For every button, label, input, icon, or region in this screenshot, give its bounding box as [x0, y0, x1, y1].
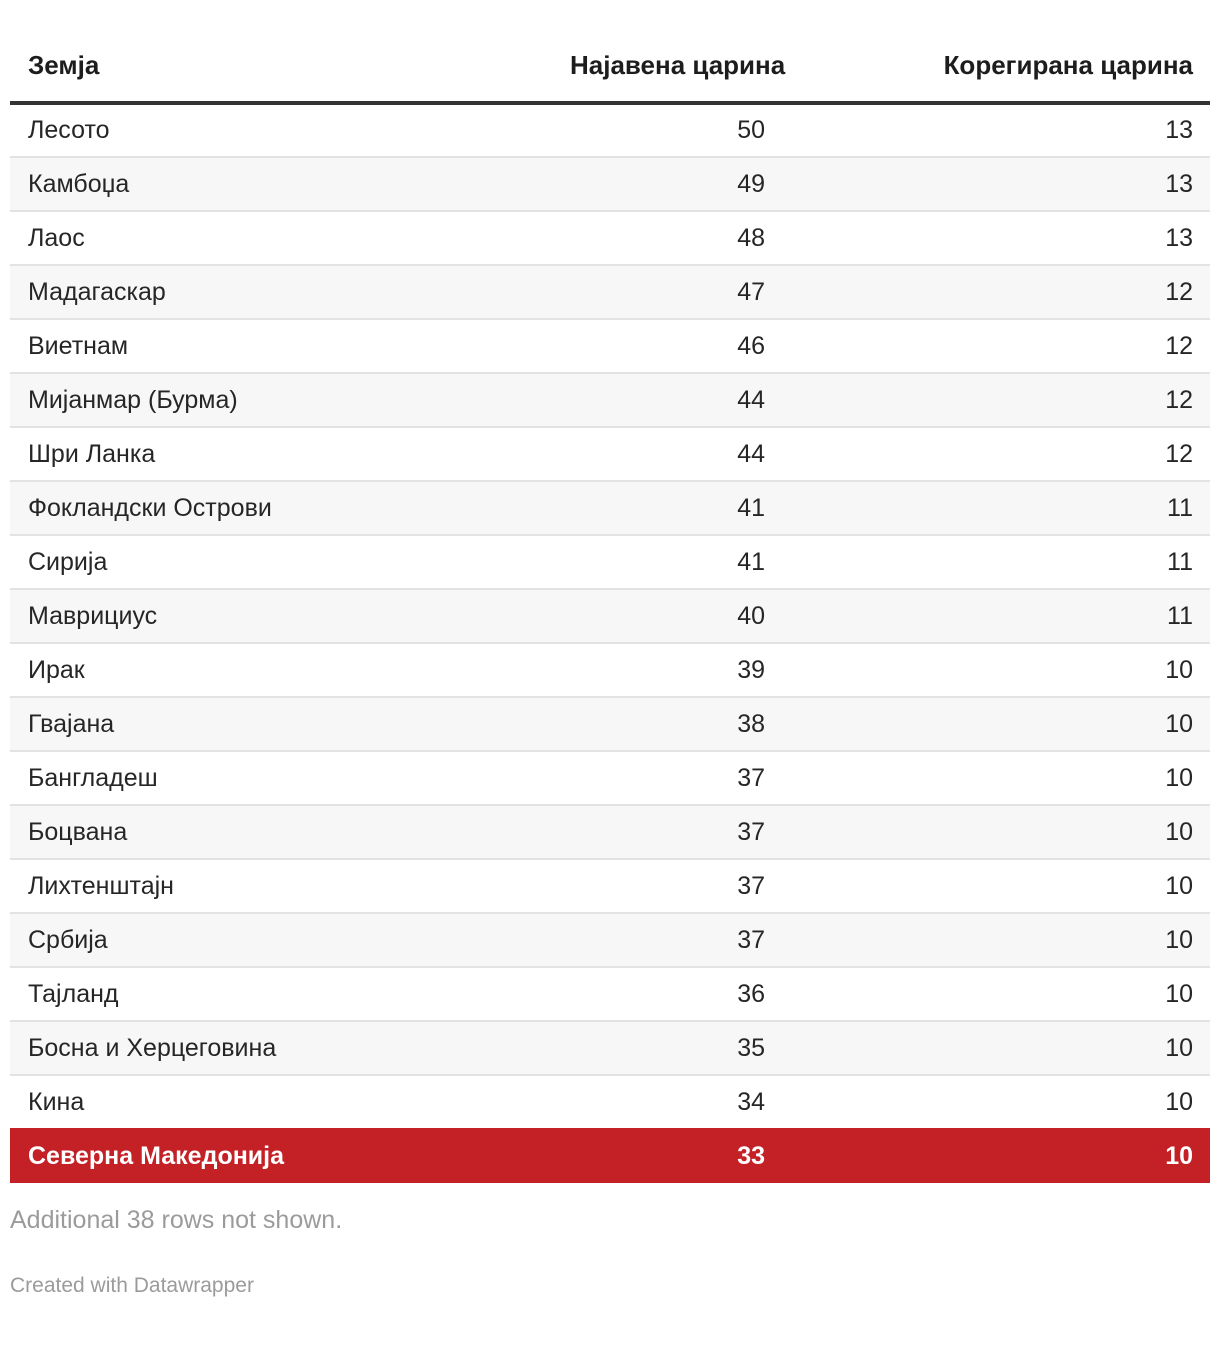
table-row-highlighted: Северна Македонија 33 10 [10, 1129, 1210, 1183]
cell-country: Северна Македонија [28, 1142, 285, 1170]
cell-corrected-tariff: 10 [1165, 871, 1193, 900]
cell-announced-tariff: 34 [737, 1087, 765, 1116]
cell-announced-tariff: 35 [737, 1033, 765, 1062]
column-header-corrected-tariff: Корегирана царина [765, 0, 1210, 105]
cell-corrected-tariff: 12 [1165, 439, 1193, 468]
cell-corrected-tariff: 11 [1167, 547, 1193, 576]
cell-announced-tariff: 37 [737, 763, 765, 792]
cell-announced-tariff: 40 [737, 601, 765, 630]
cell-announced-tariff: 37 [737, 871, 765, 900]
cell-corrected-tariff: 12 [1165, 331, 1193, 360]
table-row: Тајланд 36 10 [10, 967, 1210, 1021]
table-row: Мадагаскар 47 12 [10, 265, 1210, 319]
cell-country: Мадагаскар [28, 277, 166, 306]
cell-country: Гвајана [28, 709, 115, 738]
cell-country: Лесото [28, 116, 110, 144]
table-row: Лесото 50 13 [10, 103, 1210, 157]
cell-country: Камбоџа [28, 169, 130, 198]
cell-country: Тајланд [28, 979, 119, 1008]
table-row: Лихтенштајн 37 10 [10, 859, 1210, 913]
cell-country: Маврициус [28, 601, 158, 630]
cell-country: Србија [28, 925, 108, 954]
table-row: Сирија 41 11 [10, 535, 1210, 589]
cell-country: Виетнам [28, 331, 129, 360]
table-visualization: Земја Најавена царина Корегирана царина … [10, 0, 1210, 1297]
cell-corrected-tariff: 12 [1165, 277, 1193, 306]
cell-announced-tariff: 37 [737, 817, 765, 846]
cell-corrected-tariff: 10 [1165, 817, 1193, 846]
table-row: Камбоџа 49 13 [10, 157, 1210, 211]
table-row: Ирак 39 10 [10, 643, 1210, 697]
cell-announced-tariff: 46 [737, 331, 765, 360]
cell-announced-tariff: 39 [737, 655, 765, 684]
cell-country: Бангладеш [28, 763, 158, 792]
cell-announced-tariff: 47 [737, 277, 765, 306]
cell-announced-tariff: 48 [737, 223, 765, 252]
table-row: Мијанмар (Бурма) 44 12 [10, 373, 1210, 427]
table-row: Босна и Херцеговина 35 10 [10, 1021, 1210, 1075]
cell-country: Шри Ланка [28, 439, 156, 468]
table-row: Лаос 48 13 [10, 211, 1210, 265]
table-header: Земја Најавена царина Корегирана царина [10, 0, 1210, 105]
column-header-country: Земја [10, 0, 570, 105]
cell-corrected-tariff: 13 [1165, 169, 1193, 198]
cell-country: Ирак [28, 655, 85, 684]
cell-corrected-tariff: 12 [1165, 385, 1193, 414]
table-row: Виетнам 46 12 [10, 319, 1210, 373]
cell-announced-tariff: 36 [737, 979, 765, 1008]
table-row: Кина 34 10 [10, 1075, 1210, 1129]
table-row: Фокландски Острови 41 11 [10, 481, 1210, 535]
cell-announced-tariff: 49 [737, 169, 765, 198]
cell-announced-tariff: 41 [737, 493, 765, 522]
cell-country: Фокландски Острови [28, 493, 272, 522]
cell-corrected-tariff: 10 [1165, 655, 1193, 684]
tariff-table: Земја Најавена царина Корегирана царина … [10, 0, 1210, 1183]
cell-country: Кина [28, 1087, 85, 1116]
cell-country: Боцвана [28, 817, 128, 846]
cell-corrected-tariff: 10 [1165, 979, 1193, 1008]
cell-country: Лихтенштајн [28, 871, 174, 900]
rows-not-shown-note: Additional 38 rows not shown. [10, 1206, 343, 1234]
cell-announced-tariff: 44 [737, 439, 765, 468]
table-row: Маврициус 40 11 [10, 589, 1210, 643]
cell-country: Босна и Херцеговина [28, 1033, 277, 1062]
cell-corrected-tariff: 10 [1165, 709, 1193, 738]
cell-country: Лаос [28, 223, 85, 252]
table-row: Гвајана 38 10 [10, 697, 1210, 751]
cell-corrected-tariff: 10 [1165, 1087, 1193, 1116]
table-row: Бангладеш 37 10 [10, 751, 1210, 805]
cell-corrected-tariff: 10 [1165, 1142, 1193, 1170]
cell-corrected-tariff: 11 [1167, 601, 1193, 630]
cell-announced-tariff: 41 [737, 547, 765, 576]
table-row: Шри Ланка 44 12 [10, 427, 1210, 481]
cell-corrected-tariff: 13 [1165, 116, 1193, 144]
cell-announced-tariff: 44 [737, 385, 765, 414]
table-row: Боцвана 37 10 [10, 805, 1210, 859]
datawrapper-attribution-link[interactable]: Created with Datawrapper [10, 1274, 254, 1297]
cell-country: Сирија [28, 547, 108, 576]
cell-corrected-tariff: 10 [1165, 1033, 1193, 1062]
table-row: Србија 37 10 [10, 913, 1210, 967]
table-body: Лесото 50 13 Камбоџа 49 13 Лаос 48 13 Мадагаскар 4… [10, 103, 1210, 1183]
cell-corrected-tariff: 10 [1165, 925, 1193, 954]
column-header-announced-tariff: Најавена царина [570, 0, 785, 105]
cell-corrected-tariff: 11 [1167, 493, 1193, 522]
cell-announced-tariff: 50 [737, 116, 765, 144]
cell-country: Мијанмар (Бурма) [28, 385, 238, 414]
cell-announced-tariff: 33 [737, 1142, 765, 1170]
cell-announced-tariff: 38 [737, 709, 765, 738]
cell-announced-tariff: 37 [737, 925, 765, 954]
cell-corrected-tariff: 13 [1165, 223, 1193, 252]
header-row: Земја Најавена царина Корегирана царина [10, 0, 1210, 105]
cell-corrected-tariff: 10 [1165, 763, 1193, 792]
